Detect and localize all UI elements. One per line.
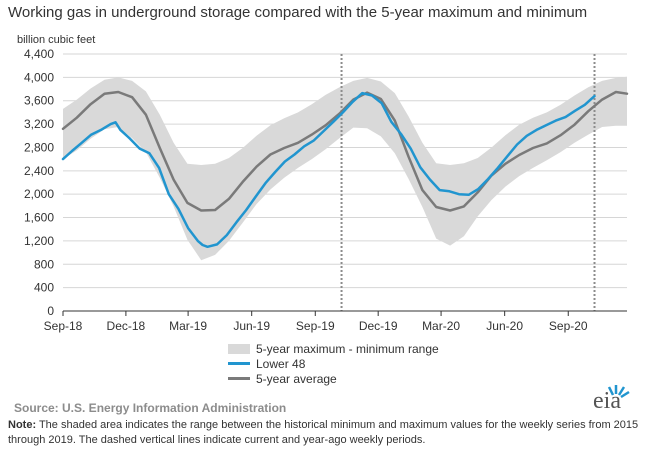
y-tick-label: 0 — [47, 304, 54, 318]
legend-swatch-band — [228, 343, 250, 354]
y-axis-unit-label: billion cubic feet — [17, 34, 96, 46]
legend-item-avg: 5-year average — [228, 371, 439, 386]
series-line-lower48 — [61, 91, 596, 249]
y-tick-label: 4,400 — [24, 47, 54, 61]
legend-swatch-lower48 — [228, 362, 250, 365]
y-tick-label: 1,200 — [24, 234, 54, 248]
y-tick-label: 400 — [34, 281, 54, 295]
y-tick-label: 800 — [34, 257, 54, 271]
x-tick-label: Mar-20 — [422, 319, 460, 333]
source-text: Source: U.S. Energy Information Administ… — [14, 401, 287, 415]
legend-label-band: 5-year maximum - minimum range — [256, 341, 439, 356]
legend-swatch-avg — [228, 377, 250, 380]
x-tick-label: Mar-19 — [169, 319, 207, 333]
note-text: Note: The shaded area indicates the rang… — [8, 418, 653, 448]
y-tick-label: 2,400 — [24, 164, 54, 178]
note-body: The shaded area indicates the range betw… — [8, 419, 639, 446]
y-tick-label: 3,200 — [24, 117, 54, 131]
y-tick-label: 4,000 — [24, 70, 54, 84]
eia-logo-text: eia — [593, 388, 621, 414]
legend-item-band: 5-year maximum - minimum range — [228, 341, 439, 356]
eia-logo: eia — [582, 380, 632, 420]
x-tick-label: Dec-19 — [359, 319, 398, 333]
band-layer — [63, 76, 627, 261]
x-tick-label: Sep-20 — [549, 319, 588, 333]
x-tick-label: Dec-18 — [107, 319, 146, 333]
note-label: Note: — [8, 419, 37, 431]
legend-label-lower48: Lower 48 — [256, 356, 306, 371]
x-tick-label: Sep-19 — [296, 319, 335, 333]
dashed-vline-layer — [340, 54, 596, 311]
legend-label-avg: 5-year average — [256, 371, 337, 386]
x-tick-label: Jun-19 — [233, 319, 270, 333]
y-tick-label: 3,600 — [24, 94, 54, 108]
series-layer — [61, 90, 629, 249]
y-tick-label: 2,800 — [24, 140, 54, 154]
x-tick-label: Jun-20 — [486, 319, 523, 333]
series-line-5yr-avg — [61, 90, 629, 212]
y-tick-label: 2,000 — [24, 187, 54, 201]
chart-title: Working gas in underground storage compa… — [8, 4, 588, 21]
axis-layer: 0 400 800 1,200 1,600 2,000 2,400 2,800 3,200 3,6… — [24, 47, 627, 333]
legend: 5-year maximum - minimum range Lower 48 … — [228, 341, 439, 386]
range-band — [63, 76, 627, 261]
legend-item-lower48: Lower 48 — [228, 356, 439, 371]
x-tick-label: Sep-18 — [44, 319, 83, 333]
y-tick-label: 1,600 — [24, 211, 54, 225]
chart-plot: 0 400 800 1,200 1,600 2,000 2,400 2,800 3,200 3,6… — [24, 47, 629, 333]
eia-logo-rays-icon — [607, 385, 630, 399]
